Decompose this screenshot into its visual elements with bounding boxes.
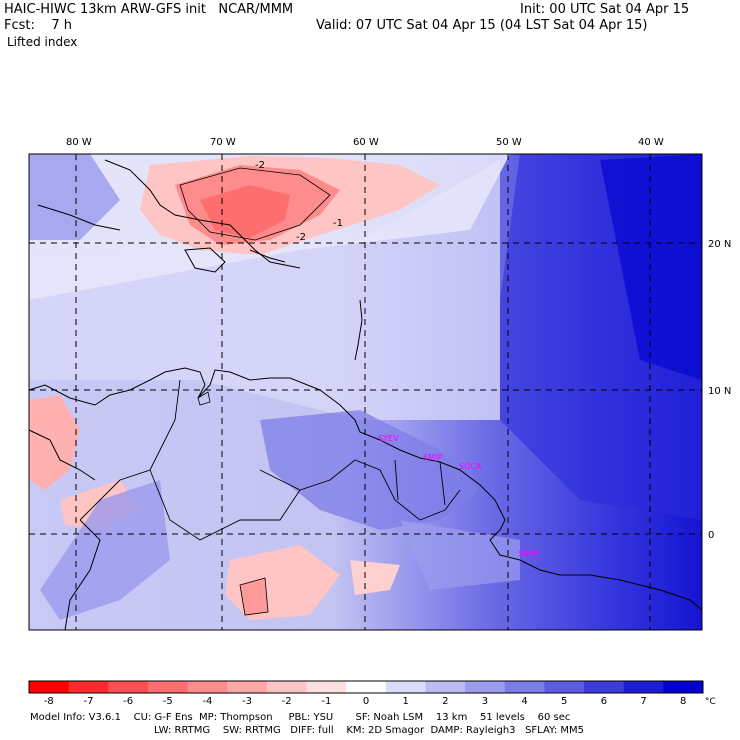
colorbar-tick-label: -6 — [123, 696, 133, 707]
colorbar-tick-label: 6 — [601, 696, 607, 707]
lat-label: 10 N — [708, 386, 731, 397]
colorbar-swatch — [584, 681, 625, 693]
lon-label: 60 W — [353, 137, 379, 148]
lon-label: 40 W — [638, 137, 664, 148]
field-name: Lifted index — [7, 35, 78, 49]
contour-label: -2 — [255, 160, 265, 171]
colorbar-tick-label: -5 — [163, 696, 173, 707]
station-label: SBBE — [518, 549, 539, 558]
colorbar-tick-label: 8 — [680, 696, 686, 707]
init-time: Init: 00 UTC Sat 04 Apr 15 — [520, 2, 690, 17]
valid-time: Valid: 07 UTC Sat 04 Apr 15 (04 LST Sat … — [316, 18, 648, 33]
colorbar-tick-label: 1 — [402, 696, 408, 707]
colorbar-frame — [28, 680, 704, 694]
colorbar-tick-label: -8 — [44, 696, 54, 707]
contour-label: -1 — [333, 218, 343, 229]
colorbar-swatch — [663, 681, 704, 693]
colorbar-swatch — [465, 681, 506, 693]
lat-label: 0 — [708, 530, 714, 541]
colorbar-tick-label: 3 — [482, 696, 488, 707]
colorbar-swatch — [108, 681, 149, 693]
colorbar-swatch — [266, 681, 308, 693]
forecast-hour: Fcst: 7 h — [4, 18, 73, 33]
colorbar-swatch — [29, 681, 70, 693]
lat-label: 20 N — [708, 239, 731, 250]
colorbar-tick-label: 0 — [363, 696, 369, 707]
colorbar-unit: °C — [705, 697, 716, 707]
colorbar-swatch — [385, 681, 426, 693]
model-info-line2: LW: RRTMG SW: RRTMG DIFF: full KM: 2D Sm… — [154, 725, 584, 736]
lat-labels: 20 N 10 N 0 — [708, 239, 731, 541]
colorbar-swatch — [187, 681, 228, 693]
colorbar-swatch — [306, 681, 347, 693]
colorbar-tick-label: 4 — [521, 696, 527, 707]
colorbar-tick-label: -1 — [321, 696, 331, 707]
colorbar-swatch — [68, 681, 109, 693]
stations: SYEV SMJP SOCA SBBE — [378, 434, 539, 558]
lon-label: 70 W — [210, 137, 236, 148]
colorbar-swatch — [544, 681, 585, 693]
colorbar-swatch — [346, 681, 387, 693]
lon-label: 80 W — [66, 137, 92, 148]
colorbar-swatch — [425, 681, 466, 693]
borders — [79, 379, 461, 541]
model-title: HAIC-HIWC 13km ARW-GFS init NCAR/MMM — [4, 2, 294, 17]
colorbar: -8 -7 -6 -5 -4 -3 -2 -1 0 1 2 3 4 5 6 7 8 °C — [28, 680, 716, 707]
coastlines — [28, 159, 703, 631]
colorbar-tick-label: -4 — [202, 696, 212, 707]
lat-lon-grid — [29, 154, 702, 630]
station-label: SOCA — [459, 462, 482, 471]
lon-label: 50 W — [496, 137, 522, 148]
colorbar-tick-label: 2 — [442, 696, 448, 707]
colorbar-swatch — [147, 681, 189, 693]
lon-labels: 80 W 70 W 60 W 50 W 40 W — [66, 137, 664, 148]
colorbar-swatch — [623, 681, 664, 693]
colorbar-swatch — [227, 681, 268, 693]
station-label: SYEV — [378, 434, 399, 443]
contour-lines — [179, 167, 331, 616]
colorbar-tick-label: -7 — [83, 696, 93, 707]
colorbar-tick-label: -3 — [242, 696, 252, 707]
colorbar-tick-label: 7 — [640, 696, 646, 707]
station-label: SMJP — [423, 453, 442, 462]
contour-label: -2 — [296, 232, 306, 243]
model-info-line1: Model Info: V3.6.1 CU: G-F Ens MP: Thomp… — [30, 712, 571, 723]
colorbar-swatch — [504, 681, 545, 693]
colorbar-tick-label: 5 — [561, 696, 567, 707]
colorbar-tick-label: -2 — [282, 696, 292, 707]
